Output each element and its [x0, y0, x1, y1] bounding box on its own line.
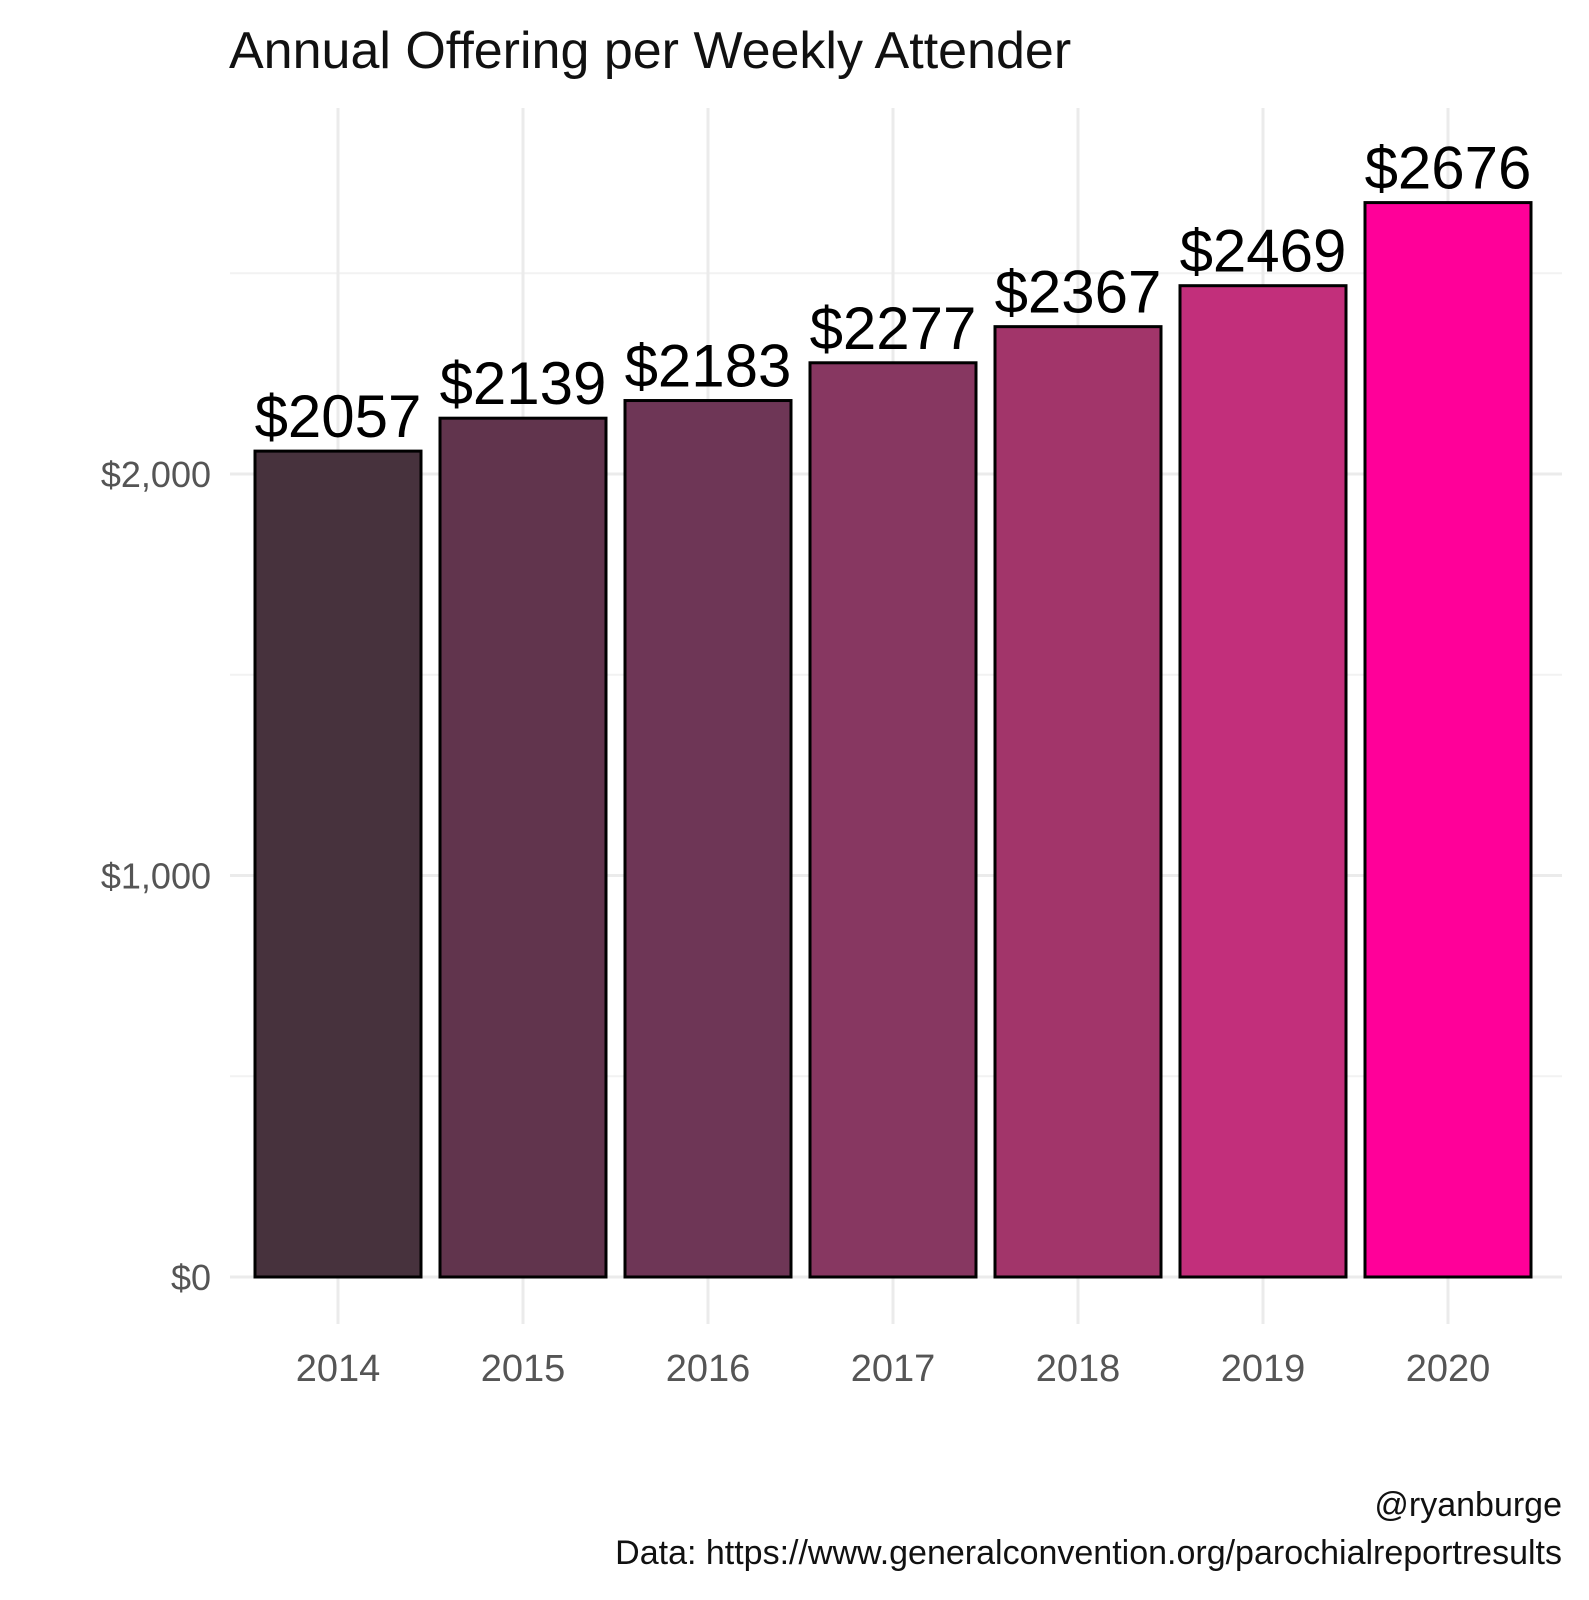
bar-2017: [808, 361, 978, 1279]
bar-2014: [253, 449, 423, 1279]
bar-value-labels: $2057 $2139 $2183 $2277 $2367 $2469 $2676: [255, 135, 1532, 451]
bar-value-label: $2057: [255, 383, 422, 450]
bars: [253, 201, 1533, 1279]
x-tick-label: 2014: [296, 1348, 381, 1390]
bar-value-label: $2139: [440, 350, 607, 417]
y-tick-label: $1,000: [101, 856, 211, 897]
x-axis-ticks: 2014 2015 2016 2017 2018 2019 2020: [296, 1348, 1491, 1390]
x-tick-label: 2020: [1406, 1348, 1491, 1390]
data-source-caption: Data: https://www.generalconvention.org/…: [615, 1534, 1562, 1572]
x-tick-label: 2015: [481, 1348, 566, 1390]
bar-value-label: $2469: [1180, 218, 1347, 285]
bar-2016: [623, 399, 793, 1279]
chart-title: Annual Offering per Weekly Attender: [229, 22, 1071, 80]
bar-2015: [438, 416, 608, 1279]
bar-2020: [1363, 201, 1533, 1279]
y-tick-label: $2,000: [101, 454, 211, 495]
bar-2018: [993, 325, 1163, 1279]
bar-value-label: $2183: [625, 333, 792, 400]
y-axis-ticks: $0 $1,000 $2,000: [101, 454, 211, 1298]
x-tick-label: 2017: [851, 1348, 936, 1390]
bar-value-label: $2277: [810, 295, 977, 362]
bar-value-label: $2367: [995, 259, 1162, 326]
y-tick-label: $0: [171, 1257, 211, 1298]
x-tick-label: 2019: [1221, 1348, 1306, 1390]
author-credit: @ryanburge: [1374, 1486, 1562, 1524]
bar-value-label: $2676: [1365, 135, 1532, 202]
x-tick-label: 2016: [666, 1348, 751, 1390]
x-tick-label: 2018: [1036, 1348, 1121, 1390]
bar-2019: [1178, 284, 1348, 1279]
